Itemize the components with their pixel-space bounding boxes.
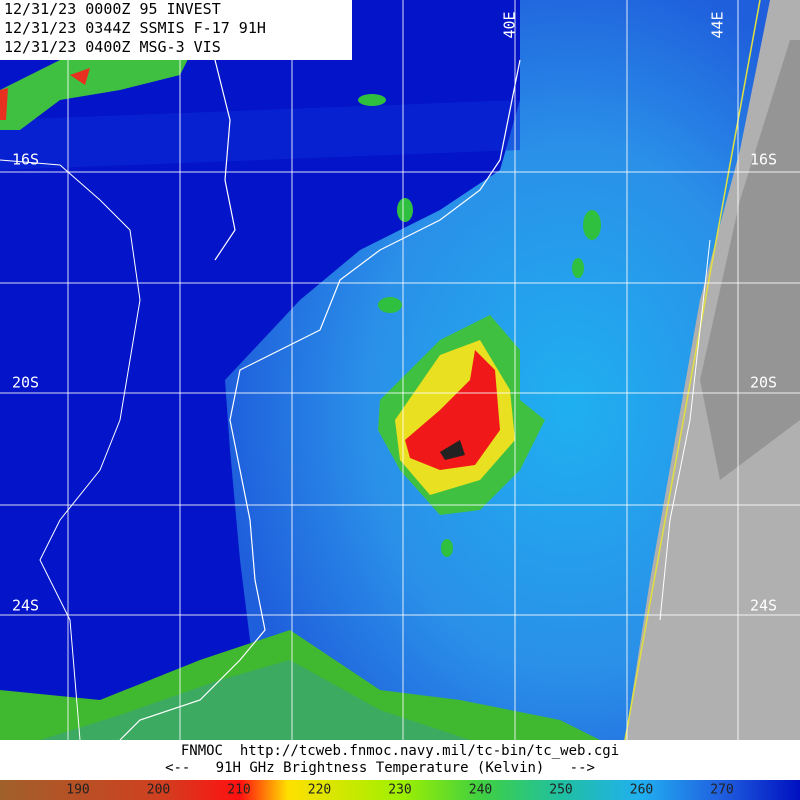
footer-box [0, 740, 800, 780]
header-line: 12/31/23 0344Z SSMIS F-17 91H [4, 19, 266, 37]
cell [441, 539, 453, 557]
graticule [0, 0, 800, 740]
colorbar-label: 210 [227, 783, 250, 798]
colorbar-label: 190 [66, 783, 89, 798]
lon-label: 40E [501, 11, 519, 38]
colorbar-label: 200 [147, 783, 170, 798]
lat-label: 16S [12, 151, 39, 169]
colorbar-label: 270 [710, 783, 733, 798]
land-teal [40, 660, 470, 740]
madagascar-coast [659, 239, 711, 621]
header-line: 12/31/23 0400Z MSG-3 VIS [4, 38, 221, 56]
border [0, 159, 141, 741]
legend-title: <-- 91H GHz Brightness Temperature (Kelv… [165, 760, 595, 776]
header-box [0, 0, 352, 60]
north-cloud [0, 55, 190, 130]
colorbar-label: 220 [308, 783, 331, 798]
colorbar-labels: 190 200 210 220 230 240 250 260 270 [66, 783, 733, 798]
haze [0, 100, 520, 170]
cell [572, 258, 584, 278]
lon-label: 44E [709, 11, 727, 38]
colorbar-label: 250 [549, 783, 572, 798]
lat-label: 16S [750, 151, 777, 169]
north-core [0, 68, 90, 120]
lat-label: 24S [750, 597, 777, 615]
source: FNMOC http://tcweb.fnmoc.navy.mil/tc-bin… [181, 743, 619, 759]
colorbar-label: 240 [469, 783, 492, 798]
vis-cloud [700, 40, 800, 480]
colorbar [0, 780, 800, 800]
cell [397, 198, 413, 222]
storm-core [405, 350, 500, 470]
header-line: 12/31/23 0000Z 95 INVEST [4, 0, 221, 18]
colorbar-label: 230 [388, 783, 411, 798]
lat-label: 24S [12, 597, 39, 615]
cell [358, 94, 386, 106]
storm-eye [440, 440, 465, 460]
cell [378, 297, 402, 313]
lat-label: 20S [750, 374, 777, 392]
lat-label: 20S [12, 374, 39, 392]
cell [583, 210, 601, 240]
colorbar-label: 260 [630, 783, 653, 798]
